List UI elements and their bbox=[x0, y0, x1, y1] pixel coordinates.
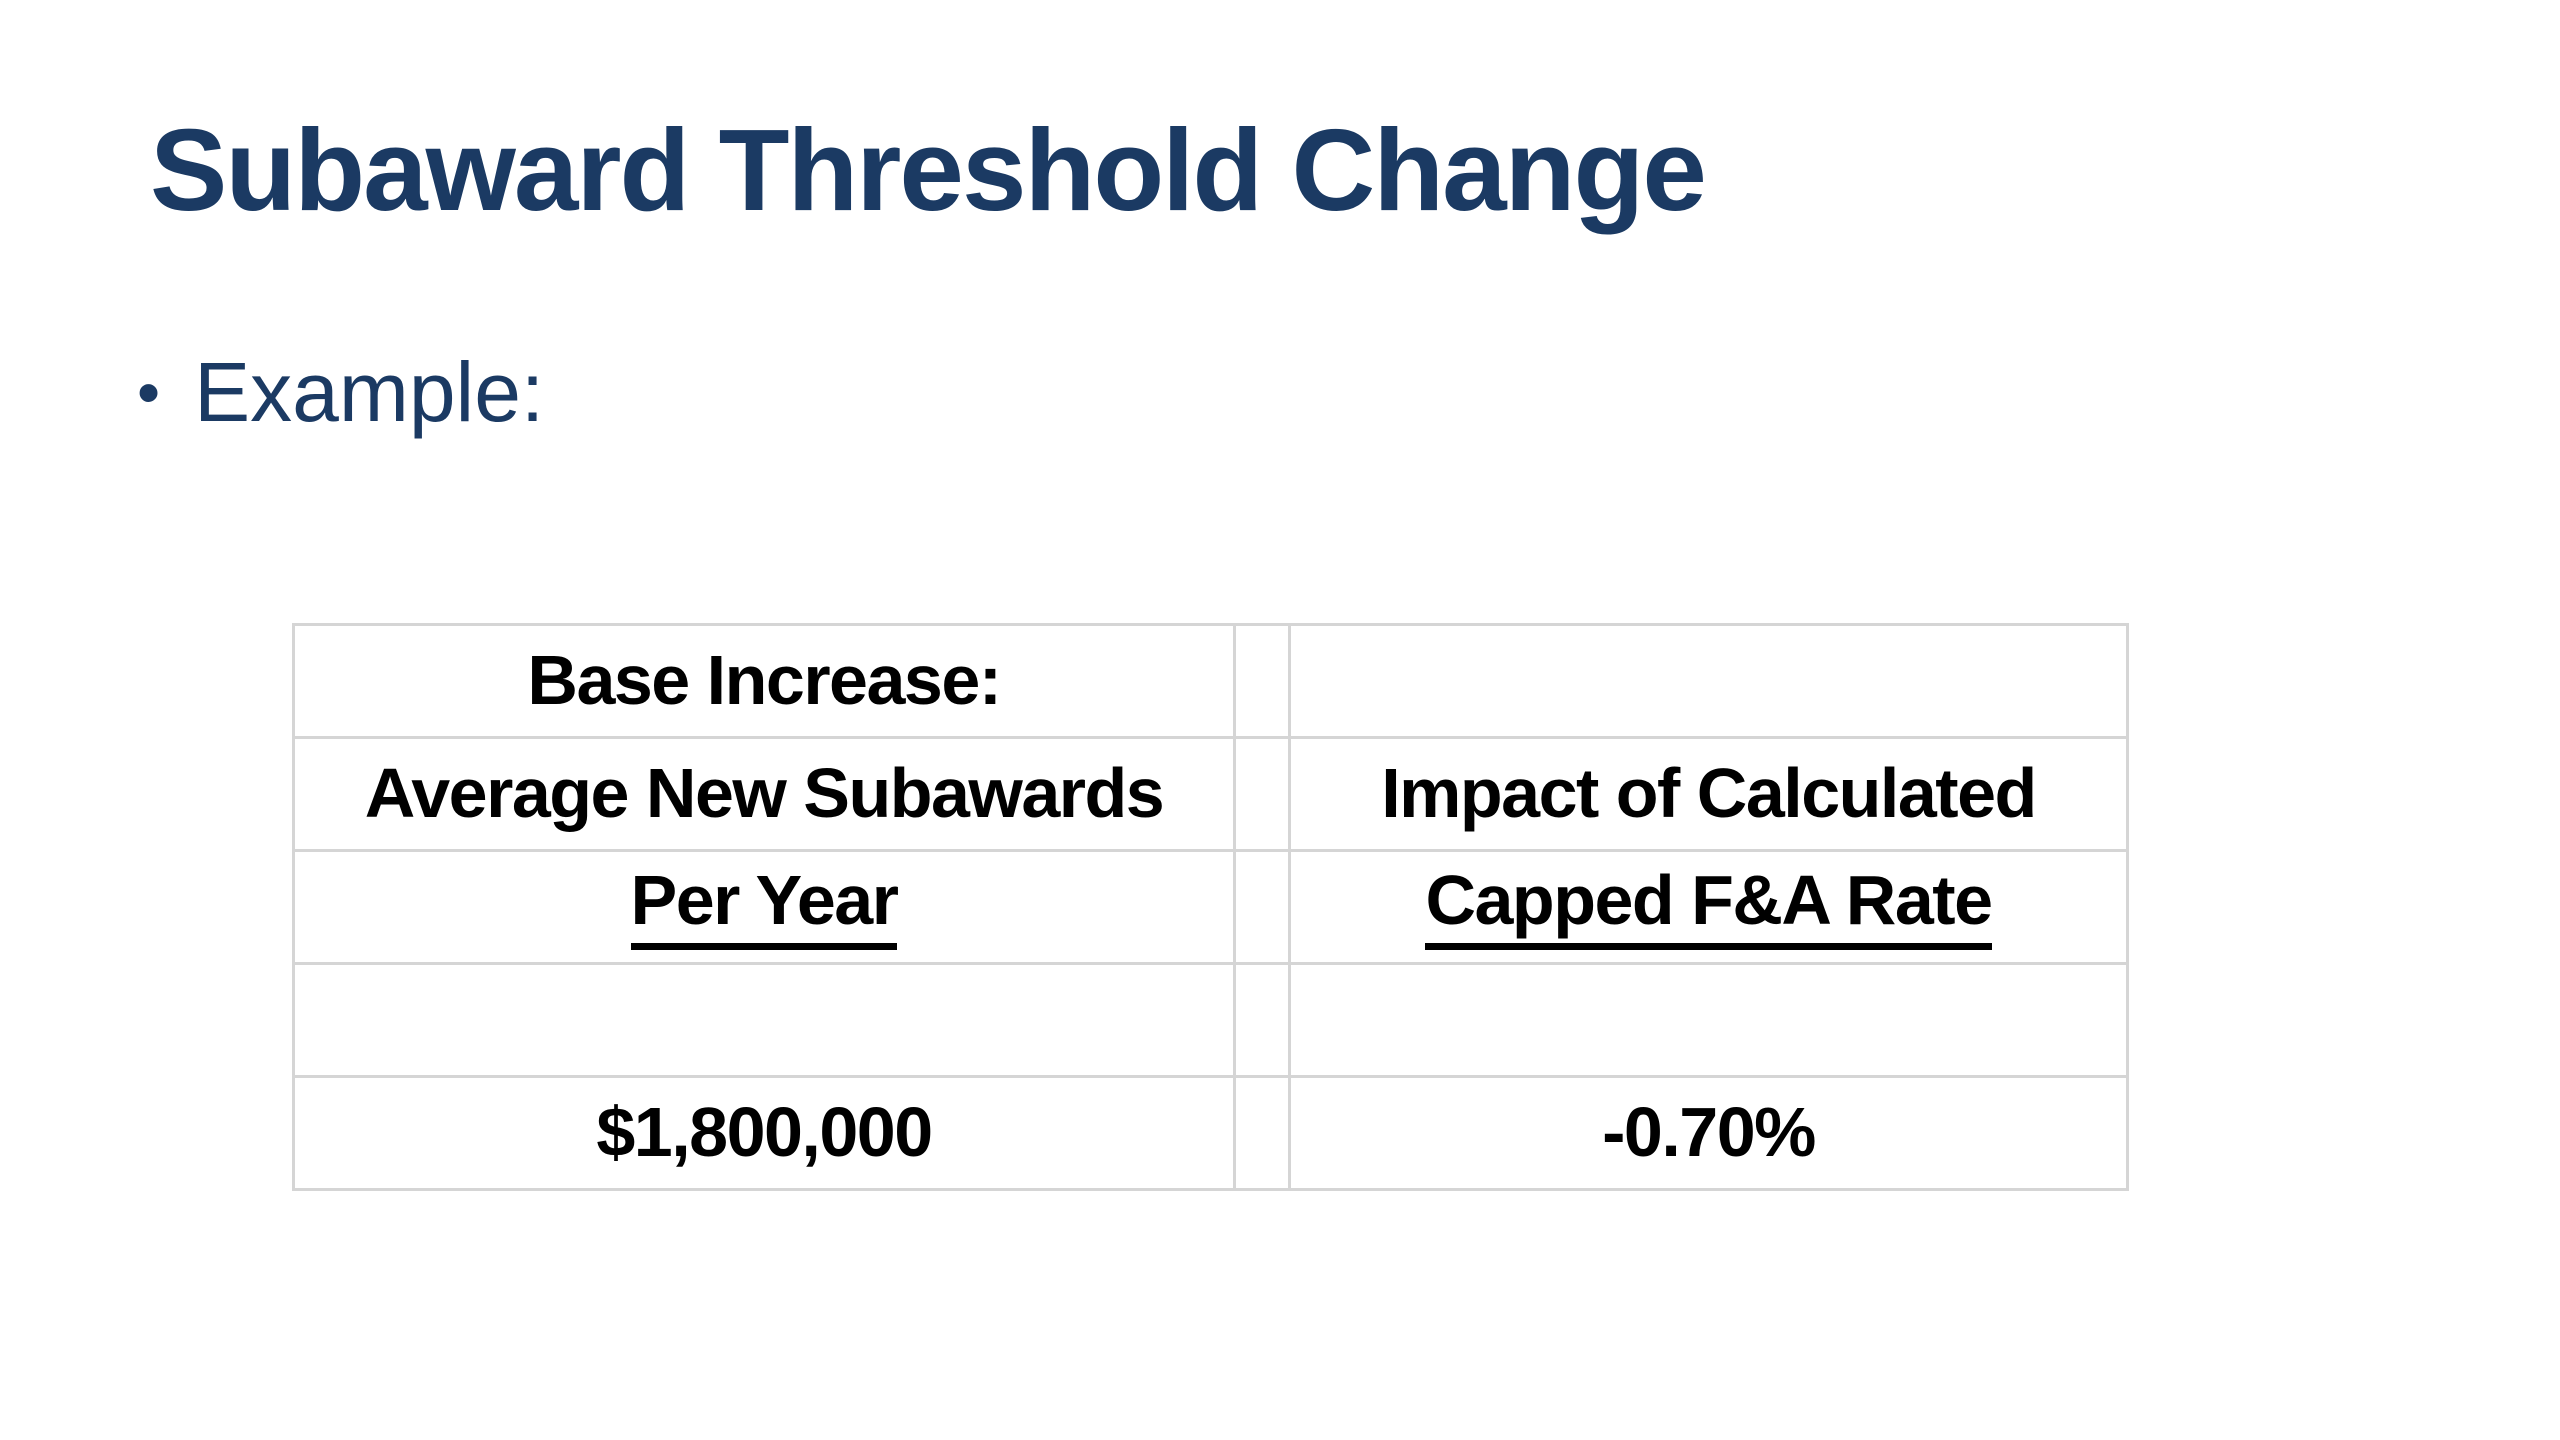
cell-right-empty bbox=[1288, 962, 2129, 1078]
avg-new-subawards-label: Average New Subawards bbox=[364, 754, 1165, 833]
table-row: Base Increase: bbox=[292, 623, 2129, 739]
cell-spacer bbox=[1233, 1075, 1291, 1191]
cell-left-empty bbox=[292, 962, 1236, 1078]
cell-spacer bbox=[1233, 849, 1291, 965]
cell-spacer bbox=[1233, 962, 1291, 1078]
cell-left-per-year: Per Year bbox=[292, 849, 1236, 965]
table-row: Average New Subawards Impact of Calculat… bbox=[292, 736, 2129, 852]
cell-right-capped-fa-rate: Capped F&A Rate bbox=[1288, 849, 2129, 965]
capped-fa-rate-label: Capped F&A Rate bbox=[1425, 863, 1993, 951]
table-row: Per Year Capped F&A Rate bbox=[292, 849, 2129, 965]
cell-right-rate-impact: -0.70% bbox=[1288, 1075, 2129, 1191]
per-year-label: Per Year bbox=[630, 863, 899, 951]
cell-spacer bbox=[1233, 736, 1291, 852]
cell-left-amount: $1,800,000 bbox=[292, 1075, 1236, 1191]
base-increase-label: Base Increase: bbox=[527, 641, 1002, 720]
bullet-item: • Example: bbox=[137, 350, 544, 434]
rate-impact-value: -0.70% bbox=[1602, 1093, 1816, 1172]
impact-of-calculated-label: Impact of Calculated bbox=[1381, 754, 2037, 833]
table-row: $1,800,000 -0.70% bbox=[292, 1075, 2129, 1191]
cell-left-base-increase: Base Increase: bbox=[292, 623, 1236, 739]
cell-right-empty bbox=[1288, 623, 2129, 739]
subaward-amount-value: $1,800,000 bbox=[596, 1093, 933, 1172]
cell-left-avg-new-subawards: Average New Subawards bbox=[292, 736, 1236, 852]
cell-right-impact-of-calculated: Impact of Calculated bbox=[1288, 736, 2129, 852]
example-table: Base Increase: Average New Subawards Imp… bbox=[292, 623, 2129, 1191]
bullet-icon: • bbox=[137, 355, 161, 429]
page-title: Subaward Threshold Change bbox=[150, 105, 1707, 235]
bullet-label: Example: bbox=[194, 345, 545, 439]
cell-spacer bbox=[1233, 623, 1291, 739]
table-row bbox=[292, 962, 2129, 1078]
